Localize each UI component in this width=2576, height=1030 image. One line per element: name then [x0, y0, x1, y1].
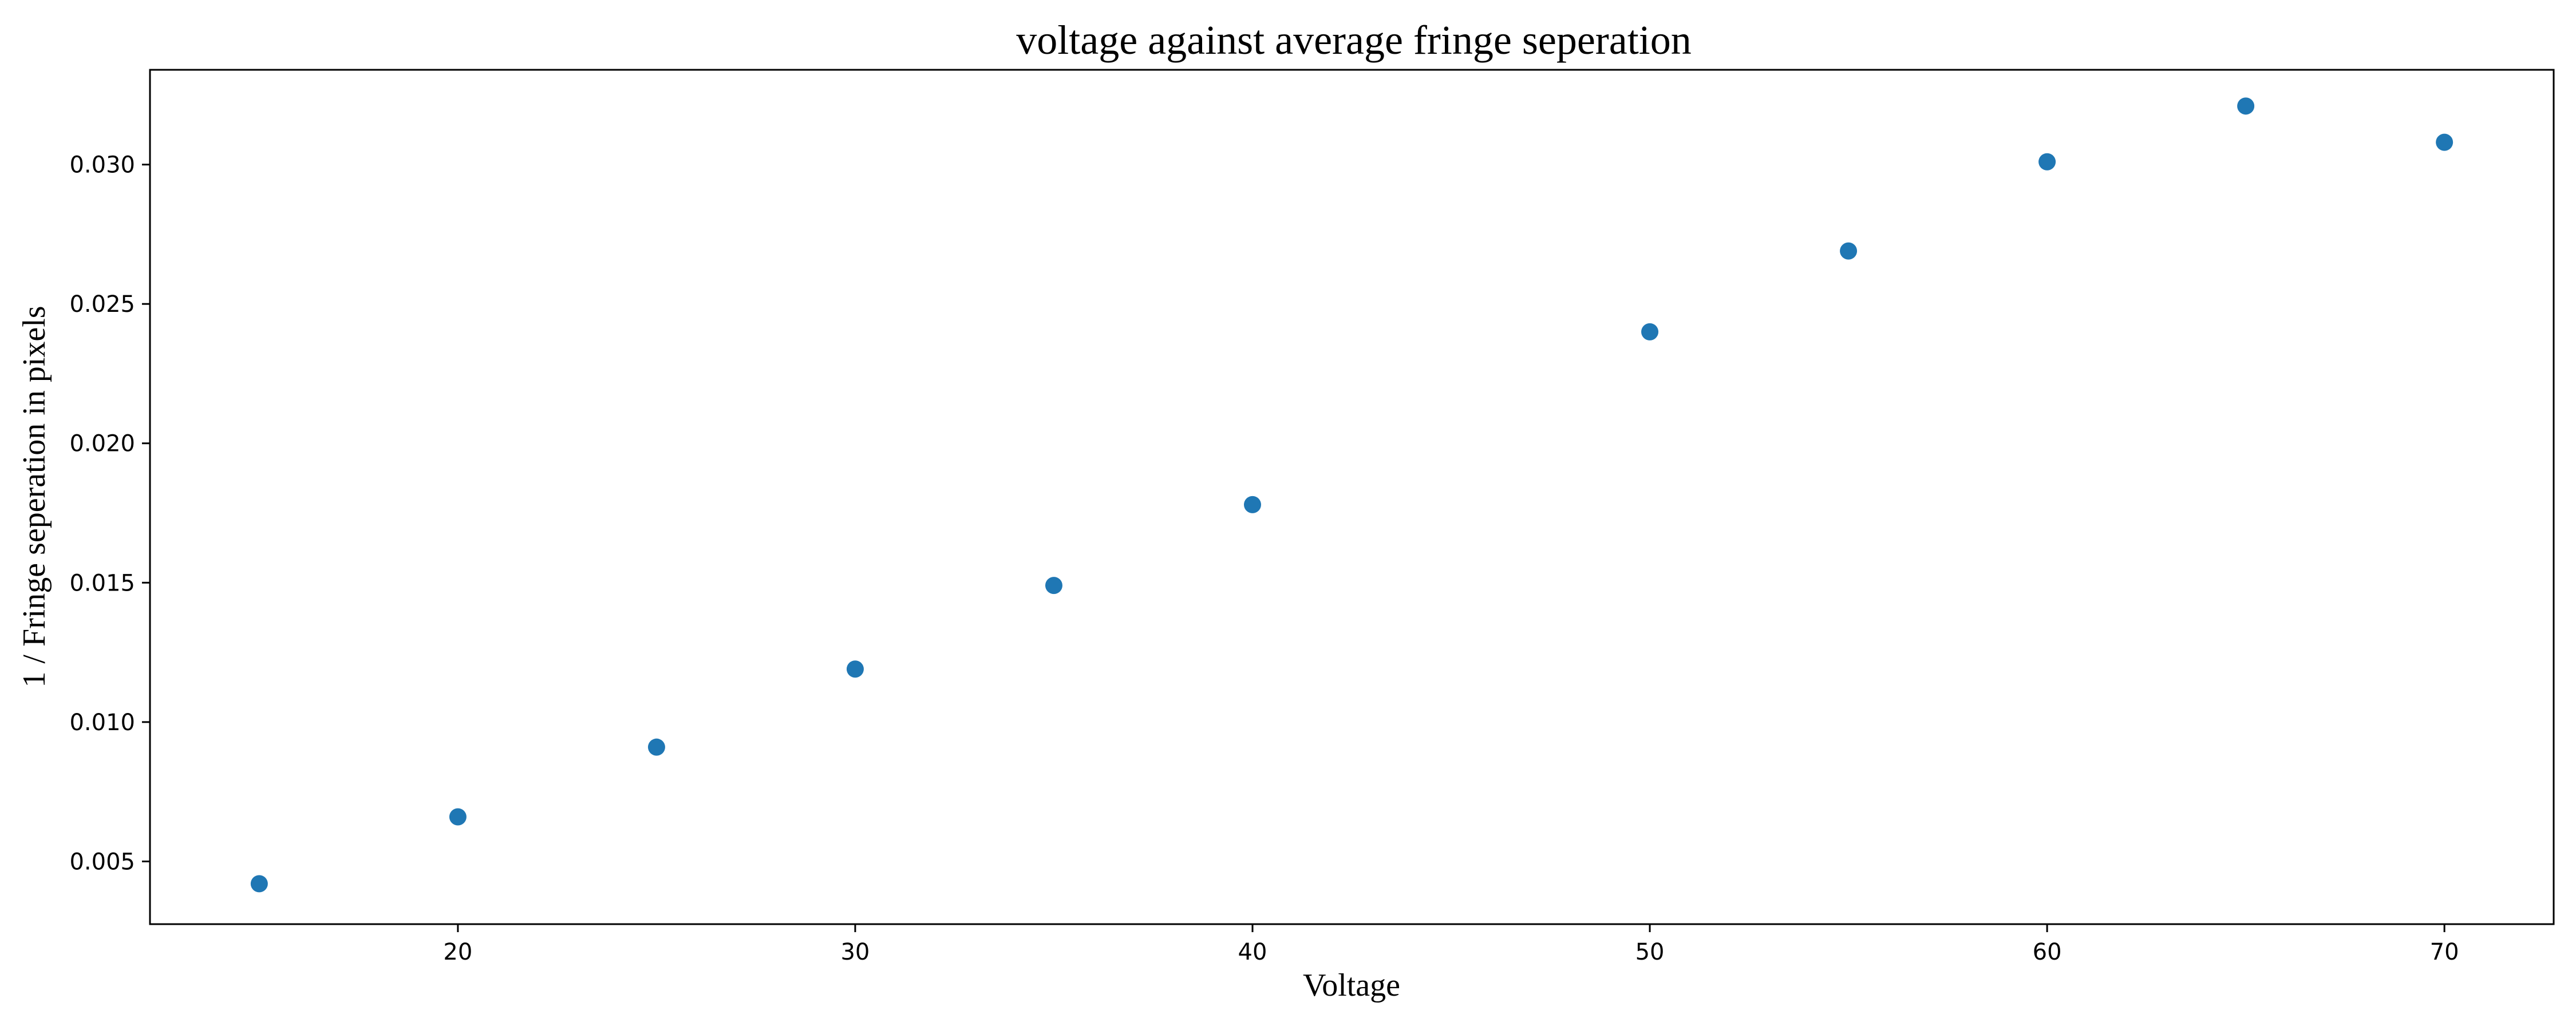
- plot-frame: [149, 69, 2555, 925]
- x-tick-label: 40: [1238, 939, 1267, 965]
- data-point: [1840, 242, 1858, 260]
- chart-title: voltage against average fringe seperatio…: [1016, 17, 1691, 63]
- y-axis: 0.005 0.010 0.015 0.020 0.025 0.030: [69, 152, 150, 875]
- x-tick-label: 70: [2430, 939, 2459, 965]
- y-tick-label: 0.015: [69, 570, 135, 596]
- y-tick-label: 0.010: [69, 710, 135, 736]
- x-tick-label: 50: [1635, 939, 1665, 965]
- x-tick-label: 30: [840, 939, 870, 965]
- data-point: [250, 875, 268, 893]
- y-tick-label: 0.020: [69, 431, 135, 457]
- data-point: [2237, 97, 2255, 115]
- data-points: [250, 97, 2453, 893]
- x-tick-label: 60: [2033, 939, 2062, 965]
- x-axis: 20 30 40 50 60 70: [443, 924, 2459, 965]
- data-point: [449, 808, 467, 826]
- x-tick-label: 20: [443, 939, 472, 965]
- data-point: [846, 660, 864, 678]
- data-point: [2436, 133, 2453, 151]
- data-point: [1641, 323, 1659, 340]
- y-tick-label: 0.025: [69, 291, 135, 318]
- y-tick-label: 0.005: [69, 849, 135, 875]
- y-tick-label: 0.030: [69, 152, 135, 179]
- data-point: [1243, 496, 1261, 513]
- data-point: [2038, 153, 2056, 171]
- data-point: [647, 738, 665, 756]
- y-axis-label: 1 / Fringe seperation in pixels: [17, 306, 52, 687]
- data-point: [1045, 577, 1062, 595]
- x-axis-label: Voltage: [1303, 968, 1400, 1003]
